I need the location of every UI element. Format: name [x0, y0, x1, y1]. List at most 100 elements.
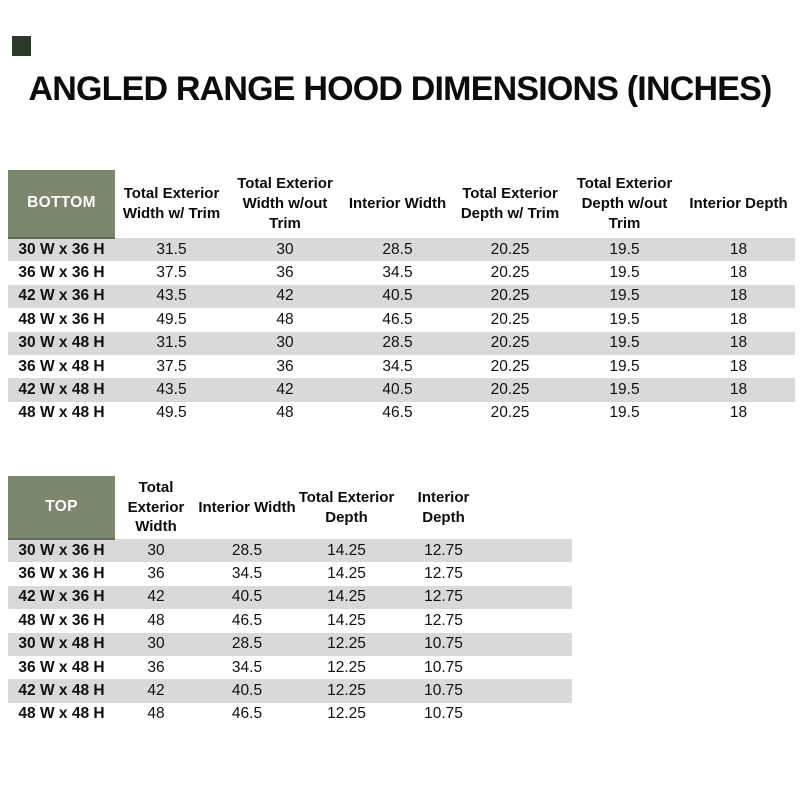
dimension-value: 20.25 [490, 287, 530, 305]
dimension-value: 20.25 [490, 310, 530, 328]
dimension-value: 34.5 [382, 357, 413, 375]
dimension-value: 46.5 [231, 611, 263, 629]
table-row: 36 W x 48 H 36 34.5 12.25 10.75 [8, 656, 572, 679]
row-label: 48 W x 36 H [18, 611, 105, 629]
dimension-value: 12.75 [424, 541, 463, 559]
dimension-value: 48 [276, 310, 294, 328]
dimension-value: 31.5 [156, 240, 187, 258]
table-row: 42 W x 48 H 43.5 42 40.5 20.25 19.5 18 [8, 378, 795, 402]
dimension-value: 28.5 [382, 334, 413, 352]
dimension-value: 49.5 [156, 310, 187, 328]
dimension-value: 40.5 [231, 588, 263, 606]
dimension-value: 48 [276, 404, 294, 422]
filler-cell [491, 703, 572, 726]
dimension-value: 36 [276, 264, 294, 282]
dimension-value: 46.5 [382, 310, 413, 328]
column-header: Total Exterior Width [115, 476, 197, 539]
dimension-value: 20.25 [490, 381, 530, 399]
dimension-value: 18 [729, 240, 748, 258]
dimension-value: 34.5 [382, 264, 413, 282]
dimension-value: 19.5 [609, 310, 640, 328]
dimension-value: 31.5 [156, 334, 187, 352]
row-label: 36 W x 48 H [18, 658, 105, 676]
column-header: Total Exterior Depth w/out Trim [567, 170, 682, 238]
dimension-value: 20.25 [490, 334, 530, 352]
row-label: 42 W x 36 H [18, 588, 105, 606]
column-header: Interior Depth [682, 170, 795, 238]
dimension-value: 40.5 [382, 381, 413, 399]
dimension-value: 10.75 [424, 682, 463, 700]
dimension-value: 43.5 [156, 287, 187, 305]
dimension-value: 20.25 [490, 357, 530, 375]
table-row: 48 W x 48 H 48 46.5 12.25 10.75 [8, 703, 572, 726]
table-row: 36 W x 36 H 37.5 36 34.5 20.25 19.5 18 [8, 261, 795, 284]
column-header filler [491, 476, 572, 539]
dimension-value: 48 [147, 705, 165, 723]
column-header: Total Exterior Depth w/ Trim [453, 170, 567, 238]
table-row: 30 W x 48 H 31.5 30 28.5 20.25 19.5 18 [8, 331, 795, 355]
dimension-value: 14.25 [327, 588, 366, 606]
dimension-value: 37.5 [156, 264, 187, 282]
dimension-value: 30 [147, 541, 165, 559]
bottom-header-row: BOTTOM Total Exterior Width w/ Trim Tota… [8, 170, 795, 239]
dimension-value: 12.25 [327, 658, 366, 676]
top-label-cell: TOP [8, 476, 115, 540]
dimension-value: 14.25 [327, 565, 366, 583]
dimension-value: 12.25 [327, 635, 366, 653]
filler-cell [491, 633, 572, 656]
dimension-value: 18 [729, 357, 748, 375]
filler-cell [491, 539, 572, 562]
dimension-value: 42 [147, 682, 165, 700]
table-row: 48 W x 36 H 48 46.5 14.25 12.75 [8, 609, 572, 632]
dimension-value: 12.25 [327, 705, 366, 723]
row-label: 30 W x 48 H [18, 334, 105, 352]
row-label: 48 W x 48 H [18, 705, 105, 723]
dimension-value: 42 [276, 287, 294, 305]
table-row: 42 W x 48 H 42 40.5 12.25 10.75 [8, 679, 572, 703]
column-header: Interior Width [197, 476, 297, 539]
dimension-value: 36 [276, 357, 294, 375]
dimension-value: 19.5 [609, 334, 640, 352]
top-header-row: TOP Total Exterior Width Interior Width … [8, 476, 572, 540]
dimension-value: 19.5 [609, 404, 640, 422]
dimension-value: 12.75 [424, 588, 463, 606]
column-header: Interior Depth [396, 476, 491, 539]
bottom-label-cell: BOTTOM [8, 170, 115, 239]
table-row: 42 W x 36 H 42 40.5 14.25 12.75 [8, 585, 572, 610]
dimension-value: 42 [147, 588, 165, 606]
dimension-value: 46.5 [231, 705, 263, 723]
column-header: Total Exterior Width w/out Trim [228, 170, 342, 238]
dimension-value: 34.5 [231, 658, 263, 676]
row-label: 36 W x 36 H [18, 264, 105, 282]
dimension-value: 28.5 [382, 240, 413, 258]
filler-cell [491, 562, 572, 585]
column-header: Total Exterior Depth [297, 476, 396, 539]
bottom-dimensions-table: BOTTOM Total Exterior Width w/ Trim Tota… [8, 170, 795, 425]
dimension-value: 18 [729, 404, 748, 422]
table-row: 30 W x 48 H 30 28.5 12.25 10.75 [8, 632, 572, 656]
dimension-value: 19.5 [609, 287, 640, 305]
dimension-value: 14.25 [327, 611, 366, 629]
dimension-value: 43.5 [156, 381, 187, 399]
row-label: 48 W x 36 H [18, 310, 105, 328]
table-row: 30 W x 36 H 31.5 30 28.5 20.25 19.5 18 [8, 238, 795, 262]
row-label: 48 W x 48 H [18, 404, 105, 422]
row-label: 36 W x 48 H [18, 357, 105, 375]
color-swatch-icon [12, 36, 31, 56]
dimension-value: 20.25 [490, 404, 530, 422]
dimension-value: 19.5 [609, 357, 640, 375]
dimension-value: 18 [729, 310, 748, 328]
dimension-value: 48 [147, 611, 165, 629]
dimension-value: 36 [147, 658, 165, 676]
dimension-value: 42 [276, 381, 294, 399]
dimension-value: 12.25 [327, 682, 366, 700]
filler-cell [491, 586, 572, 609]
dimension-value: 14.25 [327, 541, 366, 559]
dimension-value: 19.5 [609, 264, 640, 282]
table-row: 36 W x 48 H 37.5 36 34.5 20.25 19.5 18 [8, 355, 795, 378]
dimension-value: 18 [729, 287, 748, 305]
row-label: 30 W x 48 H [18, 635, 105, 653]
table-row: 42 W x 36 H 43.5 42 40.5 20.25 19.5 18 [8, 284, 795, 309]
dimension-value: 19.5 [609, 240, 640, 258]
